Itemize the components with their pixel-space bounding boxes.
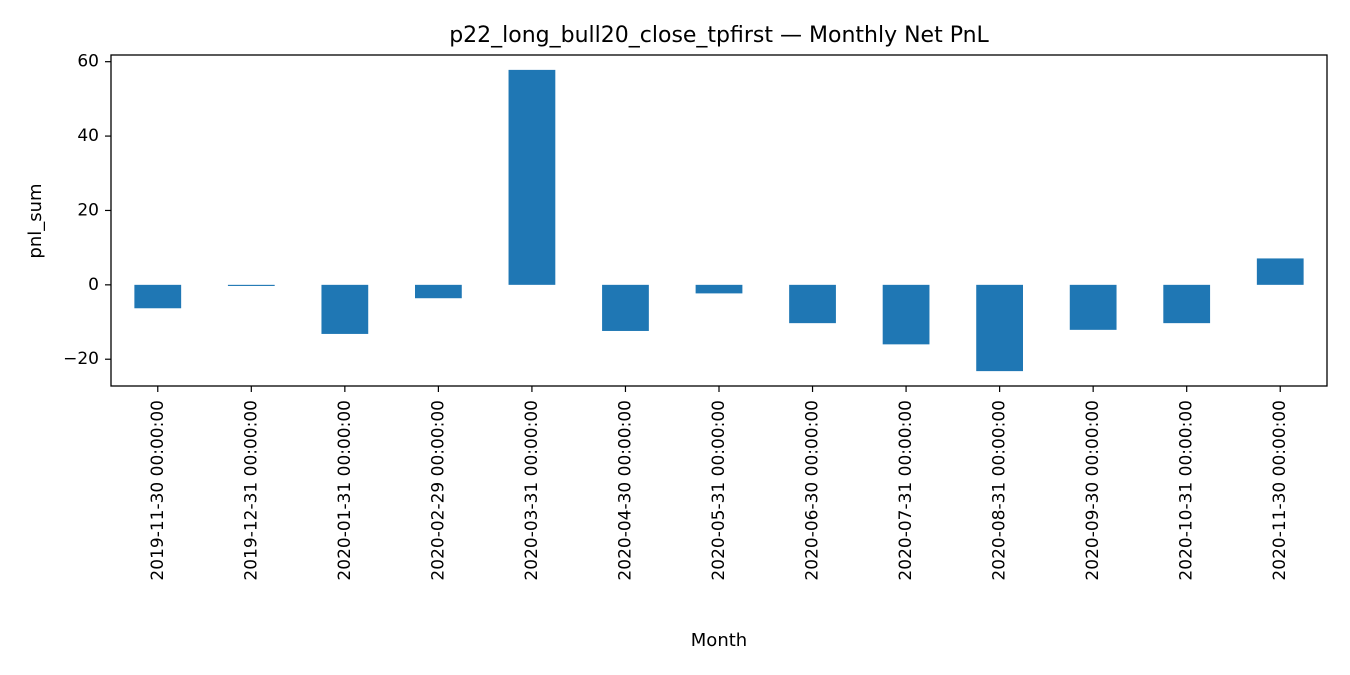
- x-tick-label: 2020-01-31 00:00:00: [335, 400, 355, 581]
- y-tick-label: 20: [77, 200, 99, 220]
- x-axis: 2019-11-30 00:00:00 2019-12-31 00:00:00 20…: [148, 386, 1290, 581]
- x-tick-label: 2020-10-31 00:00:00: [1177, 400, 1197, 581]
- bar: [976, 284, 1023, 372]
- bar: [882, 284, 930, 345]
- x-axis-label: Month: [691, 630, 747, 651]
- bar: [789, 284, 836, 324]
- bar: [1163, 284, 1211, 324]
- x-tick-label: 2020-09-30 00:00:00: [1083, 400, 1103, 581]
- bars: [134, 69, 1304, 372]
- x-tick-label: 2020-08-31 00:00:00: [990, 400, 1010, 581]
- y-axis-label: pnl_sum: [25, 183, 46, 258]
- plot-frame: [110, 54, 1328, 387]
- bar: [415, 284, 462, 299]
- x-tick-label: 2020-04-30 00:00:00: [615, 400, 635, 581]
- x-tick-label: 2020-06-30 00:00:00: [803, 400, 823, 581]
- bar: [695, 284, 743, 294]
- bar: [1256, 258, 1304, 285]
- y-tick-label: 40: [77, 126, 99, 146]
- y-tick-label: 0: [88, 275, 99, 295]
- bar: [134, 284, 182, 309]
- bar: [602, 284, 649, 331]
- x-tick-label: 2020-03-31 00:00:00: [522, 400, 542, 581]
- x-tick-label: 2020-05-31 00:00:00: [709, 400, 729, 581]
- x-tick-label: 2020-11-30 00:00:00: [1270, 400, 1290, 581]
- bar: [227, 284, 275, 286]
- x-tick-label: 2020-02-29 00:00:00: [428, 400, 448, 581]
- y-tick-label: −20: [63, 349, 99, 369]
- y-axis: −20 0 20 40 60: [63, 52, 111, 369]
- y-tick-label: 60: [77, 52, 99, 72]
- bar: [321, 284, 369, 334]
- x-tick-label: 2019-12-31 00:00:00: [241, 400, 261, 581]
- x-tick-label: 2019-11-30 00:00:00: [148, 400, 168, 581]
- chart-title: p22_long_bull20_close_tpfirst — Monthly …: [449, 23, 989, 48]
- x-tick-label: 2020-07-31 00:00:00: [896, 400, 916, 581]
- bar: [1069, 284, 1117, 330]
- bar: [508, 69, 556, 285]
